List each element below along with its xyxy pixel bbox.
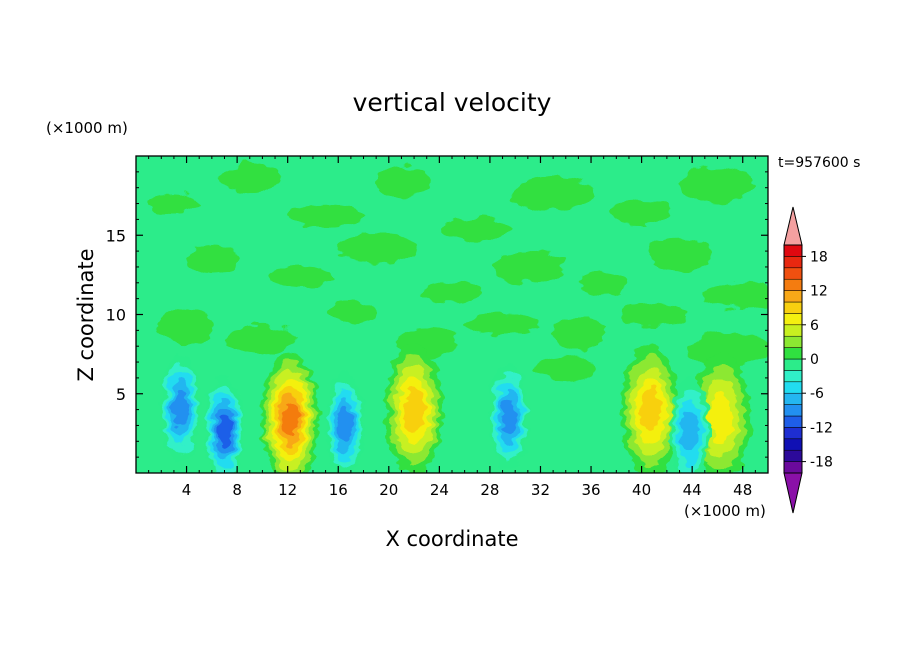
colorbar-band — [783, 392, 803, 405]
colorbar-tick-label: -12 — [810, 420, 833, 436]
x-tick-label: 48 — [733, 481, 752, 499]
z-unit-label: (×1000 m) — [46, 119, 128, 137]
downdraft-cell — [324, 371, 365, 473]
colorbar-tick-label: 6 — [810, 318, 819, 334]
colorbar-band — [783, 404, 803, 417]
positive-patch — [512, 177, 595, 212]
positive-patch — [578, 270, 629, 295]
y-tick-label: 5 — [116, 385, 126, 404]
y-tick-label: 10 — [106, 306, 126, 325]
contour-level — [217, 414, 232, 447]
positive-patch — [491, 250, 564, 283]
updraft-cell — [621, 345, 680, 473]
positive-patch — [443, 216, 512, 241]
colorbar-tick-label: -6 — [810, 386, 824, 402]
x-tick-label: 28 — [480, 481, 499, 499]
colorbar: 18 12 6 0 -6 -12 -18 — [783, 206, 833, 514]
positive-patch — [326, 301, 375, 322]
positive-patch — [185, 245, 238, 274]
x-unit-label: (×1000 m) — [684, 502, 766, 520]
colorbar-band — [783, 278, 803, 291]
x-axis-label: X coordinate — [385, 527, 519, 551]
colorbar-band — [783, 290, 803, 303]
x-tick-label: 40 — [632, 481, 651, 499]
colorbar-band — [783, 415, 803, 428]
contour-level — [281, 402, 299, 437]
colorbar-tick-label: 18 — [810, 249, 828, 265]
positive-patch — [149, 193, 198, 214]
colorbar-band — [783, 370, 803, 383]
colorbar-over-arrow — [783, 206, 803, 246]
positive-patch — [464, 313, 541, 336]
contour-level — [336, 407, 353, 444]
x-tick-label: 36 — [581, 481, 600, 499]
positive-patch — [267, 266, 334, 287]
positive-patch — [374, 165, 429, 198]
positive-patch — [227, 325, 298, 354]
colorbar-band — [783, 267, 803, 280]
updraft-cell — [385, 343, 444, 473]
x-tick-label: 4 — [182, 481, 192, 499]
positive-patch — [287, 205, 364, 228]
positive-patch — [158, 309, 215, 346]
colorbar-under-arrow — [783, 472, 803, 514]
contour-level — [501, 397, 517, 435]
updraft-cell — [692, 351, 751, 473]
downdraft-cell — [488, 361, 529, 470]
contour-level — [172, 389, 189, 427]
x-tick-label: 24 — [430, 481, 449, 499]
x-tick-label: 32 — [531, 481, 550, 499]
contour-level — [640, 389, 661, 433]
colorbar-band — [783, 324, 803, 337]
colorbar-tick-label: 0 — [810, 352, 819, 368]
positive-patch — [689, 332, 768, 367]
colorbar-tick-label: -18 — [810, 455, 833, 471]
x-tick-label: 44 — [683, 481, 702, 499]
positive-patch — [423, 281, 481, 304]
positive-patch — [218, 163, 281, 194]
contour-level — [680, 410, 699, 454]
downdraft-cell — [160, 354, 201, 463]
positive-patch — [620, 302, 689, 327]
colorbar-tick-label: 12 — [810, 284, 828, 300]
colorbar-band — [783, 438, 803, 451]
positive-patch — [551, 317, 606, 350]
colorbar-band — [783, 335, 803, 348]
positive-patch — [611, 200, 672, 227]
colorbar-band — [783, 301, 803, 314]
colorbar-band — [783, 381, 803, 394]
colorbar-band — [783, 449, 803, 462]
colorbar-band — [783, 244, 803, 257]
y-tick-label: 15 — [106, 226, 126, 245]
time-label: t=957600 s — [778, 155, 861, 171]
positive-patch — [680, 166, 755, 203]
colorbar-band — [783, 358, 803, 371]
positive-patch — [535, 355, 596, 382]
colorbar-band — [783, 427, 803, 440]
x-tick-label: 16 — [329, 481, 348, 499]
positive-patch — [336, 232, 417, 263]
updraft-cell — [261, 353, 320, 473]
contour-level — [403, 387, 425, 432]
chart-title: vertical velocity — [352, 88, 552, 117]
downdraft-cell — [204, 376, 245, 473]
positive-patch — [703, 282, 768, 309]
colorbar-band — [783, 461, 803, 474]
downdraft-cell — [669, 377, 710, 473]
positive-patch — [647, 237, 712, 272]
colorbar-band — [783, 347, 803, 360]
velocity-field — [136, 156, 768, 473]
x-tick-label: 12 — [278, 481, 297, 499]
colorbar-band — [783, 256, 803, 269]
colorbar-band — [783, 313, 803, 326]
contour-level — [709, 391, 734, 444]
x-tick-label: 20 — [379, 481, 398, 499]
x-tick-label: 8 — [232, 481, 242, 499]
